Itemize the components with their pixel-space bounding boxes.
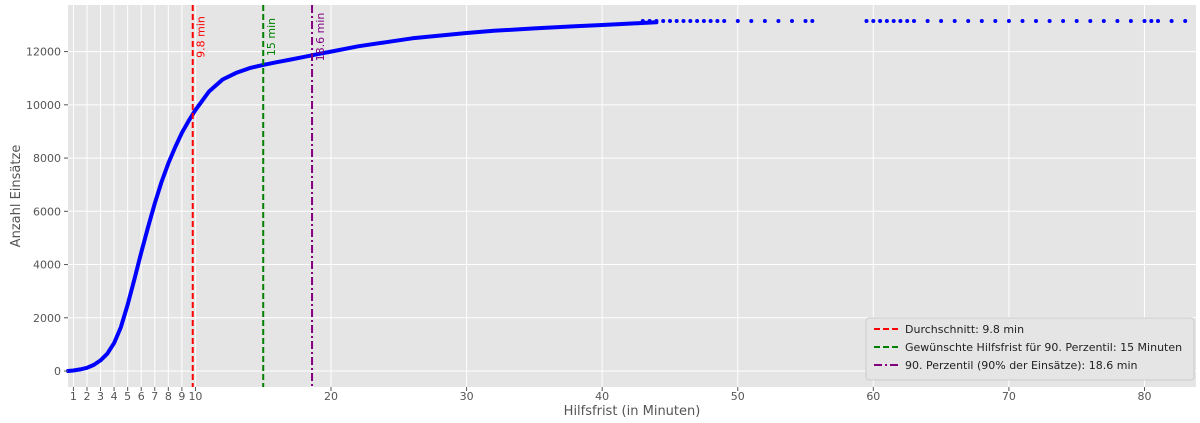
data-point <box>1020 19 1025 23</box>
data-point <box>905 19 910 23</box>
x-tick-label: 2 <box>83 390 90 403</box>
data-point <box>979 19 984 23</box>
data-point <box>776 19 781 23</box>
data-point <box>1047 19 1052 23</box>
y-axis-ticks: 0 2000 4000 6000 8000 10000 12000 <box>26 46 68 378</box>
data-point <box>695 19 700 23</box>
data-point <box>1183 19 1188 23</box>
legend-box <box>865 317 1195 381</box>
reference-line-label: 18.6 min <box>314 13 327 62</box>
data-point <box>790 19 794 23</box>
legend: Durchschnitt: 9.8 min Gewünschte Hilfsfr… <box>865 317 1195 381</box>
x-tick-label: 7 <box>151 390 158 403</box>
data-point <box>1006 19 1011 23</box>
data-point <box>681 19 686 23</box>
data-point <box>735 19 740 23</box>
data-point <box>1142 19 1147 23</box>
x-tick-label: 80 <box>1137 390 1151 403</box>
data-point <box>749 19 754 23</box>
reference-line-label: 15 min <box>265 18 278 56</box>
y-axis-label: Anzahl Einsätze <box>9 145 24 248</box>
data-point <box>647 19 652 23</box>
data-point <box>939 19 944 23</box>
y-tick-label: 4000 <box>33 259 61 272</box>
x-tick-label: 40 <box>595 390 609 403</box>
x-tick-label: 30 <box>460 390 474 403</box>
legend-entry-target: Gewünschte Hilfsfrist für 90. Perzentil:… <box>905 341 1182 354</box>
data-point <box>708 19 713 23</box>
data-point <box>1061 19 1066 23</box>
x-tick-label: 9 <box>178 390 185 403</box>
y-tick-label: 6000 <box>33 205 61 218</box>
data-point <box>640 19 645 23</box>
x-tick-label: 8 <box>165 390 172 403</box>
data-point <box>884 19 889 23</box>
x-tick-label: 1 <box>70 390 77 403</box>
x-tick-label: 20 <box>324 390 338 403</box>
reference-line-label: 9.8 min <box>195 16 208 58</box>
y-tick-label: 10000 <box>26 99 61 112</box>
x-tick-label: 60 <box>866 390 880 403</box>
y-tick-label: 2000 <box>33 312 61 325</box>
data-point <box>871 19 876 23</box>
x-tick-label: 6 <box>138 390 145 403</box>
data-point <box>1101 19 1106 23</box>
x-tick-label: 50 <box>731 390 745 403</box>
data-point <box>722 19 727 23</box>
reference-lines: 9.8 min 15 min 18.6 min <box>191 5 327 387</box>
data-point <box>701 19 706 23</box>
data-point <box>762 19 767 23</box>
data-series <box>66 19 1188 373</box>
data-point <box>1156 19 1160 23</box>
data-point <box>898 19 903 23</box>
x-axis-label: Hilfsfrist (in Minuten) <box>564 404 701 419</box>
data-point <box>654 19 659 23</box>
x-tick-label: 5 <box>124 390 131 403</box>
data-point <box>668 19 672 23</box>
x-tick-label: 10 <box>188 390 202 403</box>
data-point <box>803 19 808 23</box>
y-tick-label: 8000 <box>33 152 61 165</box>
legend-entry-mean: Durchschnitt: 9.8 min <box>905 323 1024 336</box>
x-tick-label: 4 <box>111 390 118 403</box>
data-point <box>952 19 957 23</box>
data-point <box>810 19 815 23</box>
data-point <box>1074 19 1079 23</box>
data-point <box>966 19 971 23</box>
data-point <box>674 19 679 23</box>
legend-entry-p90: 90. Perzentil (90% der Einsätze): 18.6 m… <box>905 359 1138 372</box>
data-point <box>1128 19 1133 23</box>
series-line <box>66 20 659 373</box>
data-point <box>878 19 883 23</box>
y-tick-label: 12000 <box>26 46 61 59</box>
data-point <box>715 19 720 23</box>
x-tick-label: 70 <box>1002 390 1016 403</box>
x-axis-ticks: 1 2 3 4 5 6 7 8 9 10 20 30 40 50 60 70 80 <box>70 387 1151 403</box>
data-point <box>688 19 693 23</box>
data-point <box>1034 19 1038 23</box>
data-point <box>661 19 666 23</box>
y-tick-label: 0 <box>54 365 61 378</box>
data-point <box>912 19 916 23</box>
data-point <box>925 19 930 23</box>
data-point <box>1088 19 1093 23</box>
data-point <box>1149 19 1154 23</box>
data-point <box>864 19 869 23</box>
data-point <box>891 19 896 23</box>
x-tick-label: 3 <box>97 390 104 403</box>
data-point <box>1169 19 1174 23</box>
data-point <box>993 19 998 23</box>
data-point <box>1115 19 1120 23</box>
